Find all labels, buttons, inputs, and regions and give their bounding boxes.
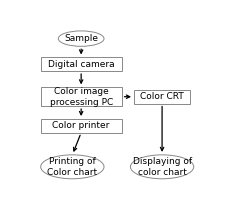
Ellipse shape <box>41 155 104 179</box>
Text: Printing of
Color chart: Printing of Color chart <box>47 157 97 177</box>
Bar <box>41 57 122 71</box>
Text: Color image
processing PC: Color image processing PC <box>49 87 113 107</box>
Text: Color CRT: Color CRT <box>140 92 184 101</box>
Bar <box>41 119 122 133</box>
Bar <box>134 90 190 104</box>
Ellipse shape <box>58 31 104 46</box>
Bar <box>41 87 122 106</box>
Text: Color printer: Color printer <box>52 121 110 130</box>
Text: Digital camera: Digital camera <box>48 60 114 69</box>
Text: Sample: Sample <box>64 34 98 43</box>
Ellipse shape <box>130 155 194 179</box>
Text: Displaying of
color chart: Displaying of color chart <box>133 157 192 177</box>
